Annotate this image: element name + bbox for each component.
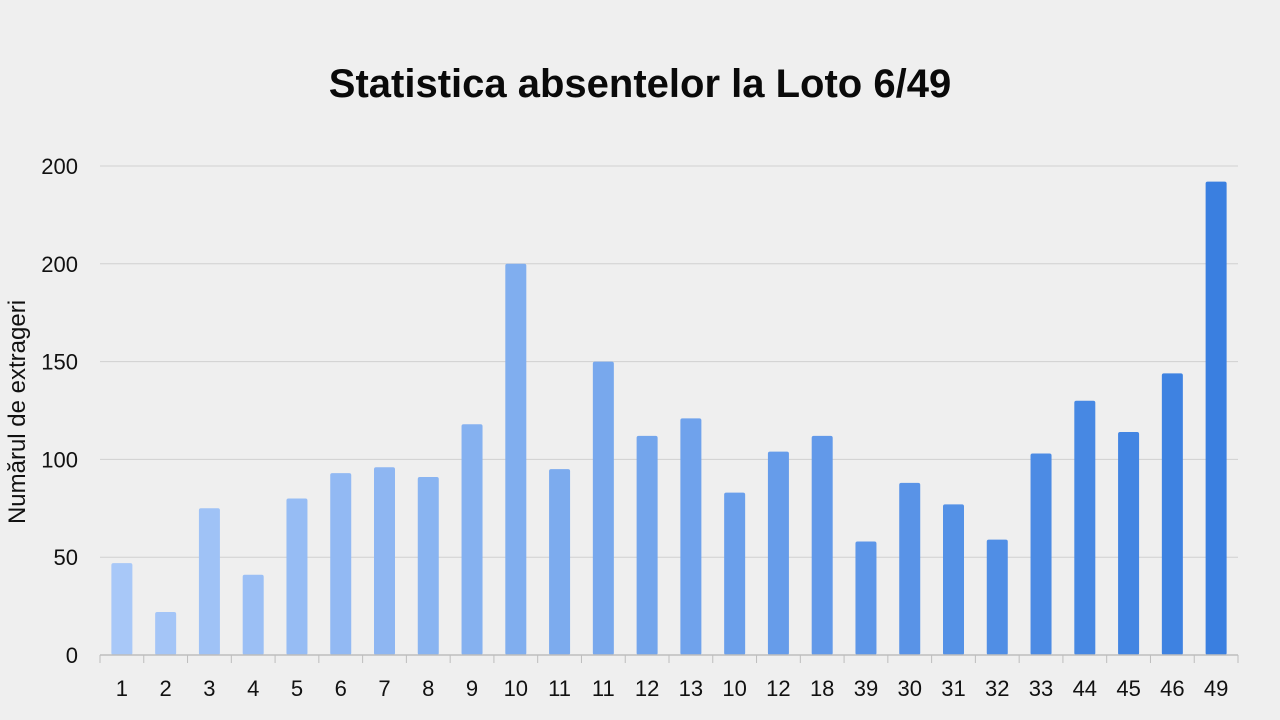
bar [242,574,264,655]
x-tick-label: 13 [679,676,703,701]
y-tick-label: 200 [41,252,78,277]
x-tick-label: 49 [1204,676,1228,701]
x-tick-label: 11 [592,676,615,701]
bar [111,563,133,655]
bar [330,473,352,655]
y-tick-label: 0 [66,643,78,668]
x-tick-label: 8 [422,676,434,701]
x-tick-label: 12 [766,676,790,701]
x-tick-label: 7 [378,676,390,701]
bar [1118,432,1140,655]
chart-title: Statistica absentelor la Loto 6/49 [328,62,952,106]
bar [155,611,177,655]
bar [417,477,439,655]
bar [943,504,964,655]
bar [986,539,1008,655]
x-tick-label: 45 [1116,676,1140,701]
x-tick-label: 5 [291,676,303,701]
x-tick-label: 39 [854,676,878,701]
bar [505,263,527,655]
bar [286,498,308,655]
axes [99,654,1239,663]
bar [899,482,921,655]
x-tick-label: 6 [335,676,347,701]
bar [724,492,746,655]
x-tick-label: 9 [466,676,478,701]
bar [198,508,220,655]
bar [1205,181,1227,655]
y-tick-label: 150 [41,350,78,375]
x-tick-label: 31 [941,676,965,701]
x-tick-label: 18 [810,676,834,701]
bar [549,469,571,655]
bar [680,418,702,655]
gridlines [100,165,1238,558]
x-tick-label: 3 [203,676,215,701]
bar [461,424,483,655]
x-tick-label: 1 [116,676,128,701]
bars [111,181,1227,655]
x-tick-label: 32 [985,676,1009,701]
x-tick-label: 11 [548,676,571,701]
bar [1030,453,1052,655]
bar [1074,400,1096,655]
bar [374,467,395,655]
x-tick-label: 44 [1073,676,1097,701]
x-tick-label: 4 [247,676,259,701]
x-tick-label: 12 [635,676,659,701]
bar [1161,373,1183,655]
y-tick-label: 100 [41,447,78,472]
bar [811,435,833,655]
x-tick-label: 46 [1160,676,1184,701]
x-tick-label: 33 [1029,676,1053,701]
y-tick-label: 50 [54,545,78,570]
y-tick-label: 200 [41,154,78,179]
bar [636,435,658,655]
x-tick-label: 30 [897,676,921,701]
x-tick-label: 2 [160,676,172,701]
bar [767,451,789,655]
x-tick-label: 10 [504,676,528,701]
x-tick-label: 10 [722,676,746,701]
bar [592,361,614,655]
bar [855,541,877,655]
